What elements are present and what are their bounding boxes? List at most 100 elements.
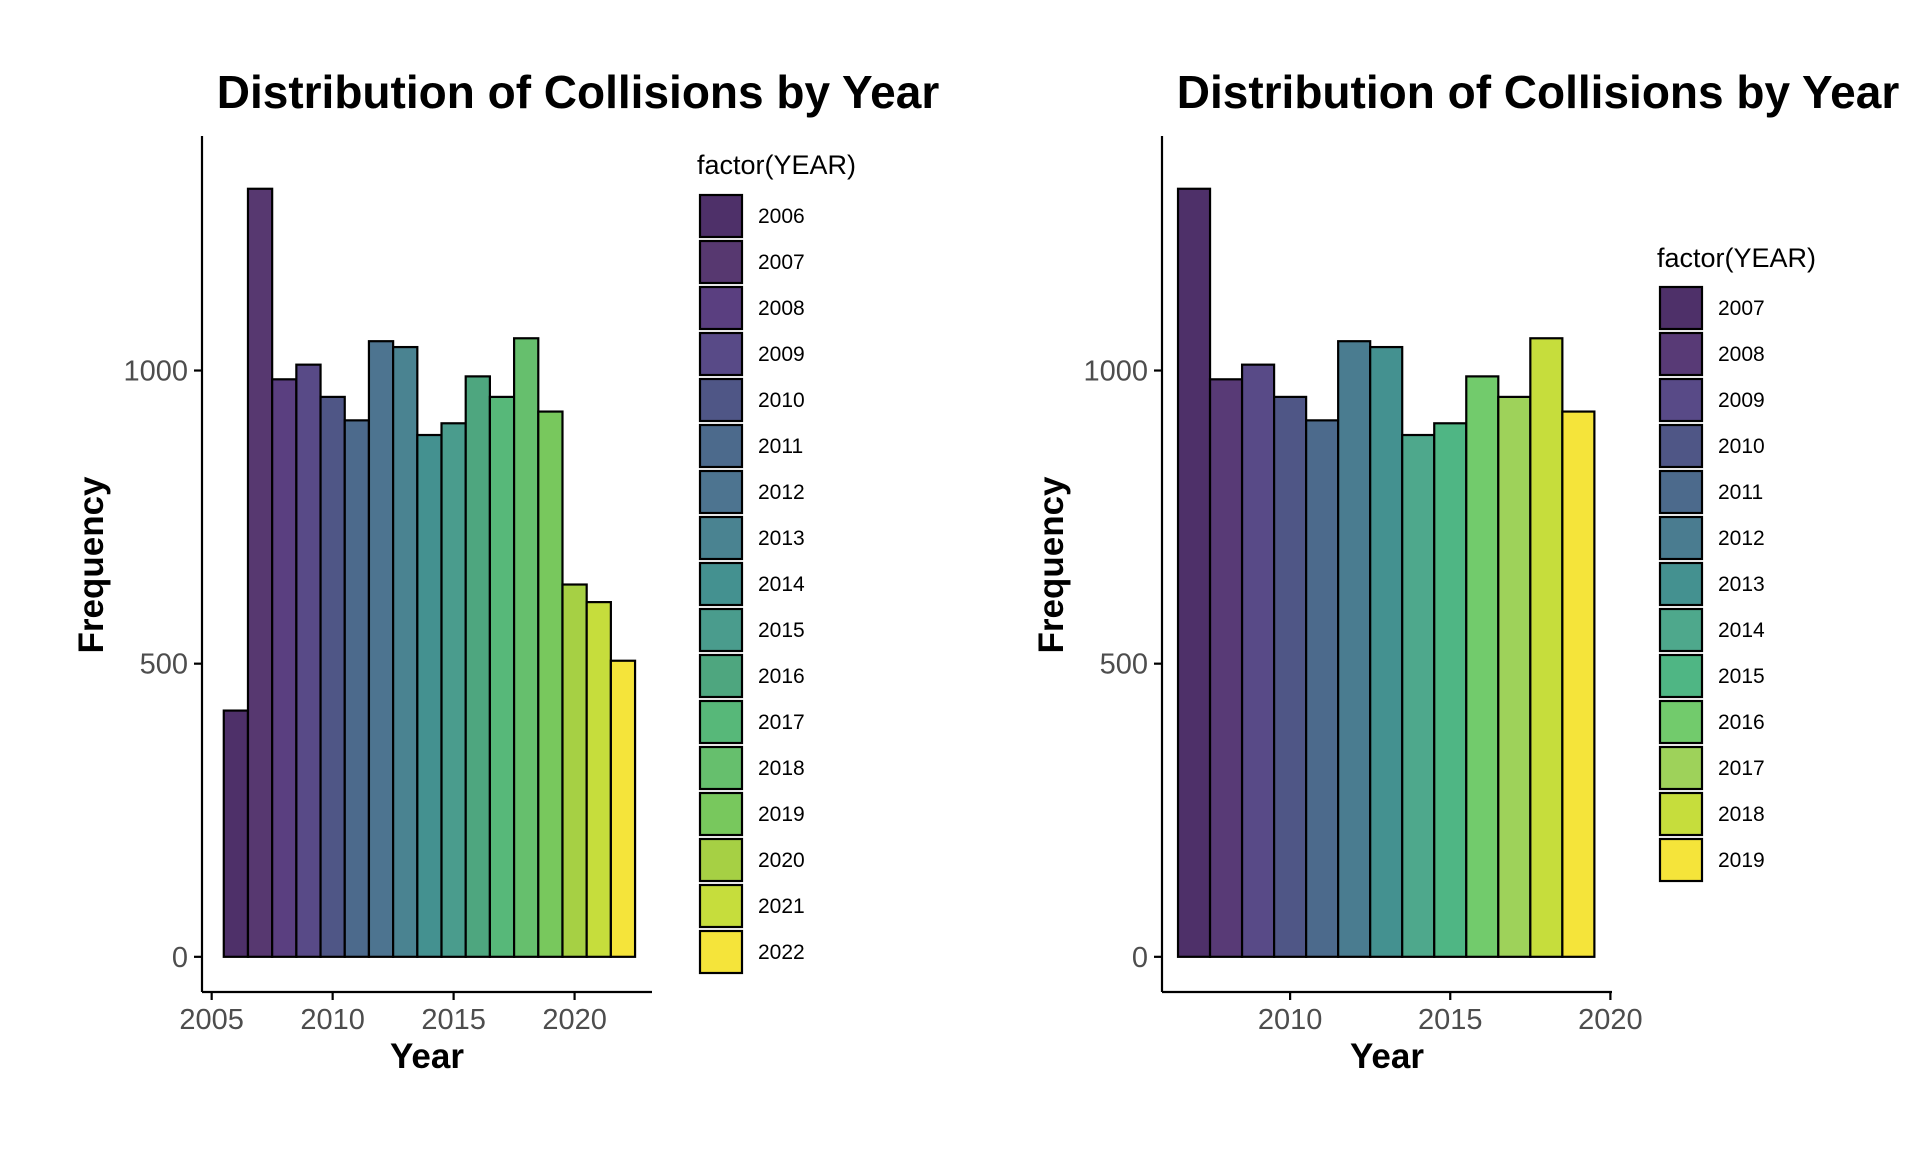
legend-key-2007 xyxy=(698,239,744,285)
y-tick-label: 1000 xyxy=(1083,356,1148,388)
legend-label-2018: 2018 xyxy=(1718,803,1765,826)
bar-2016 xyxy=(1465,375,1500,958)
legend-key-2006 xyxy=(698,193,744,239)
legend-key-2015 xyxy=(1658,653,1704,699)
legend-key-2009 xyxy=(1658,377,1704,423)
legend-label-2006: 2006 xyxy=(758,205,805,228)
x-tick-label: 2020 xyxy=(542,1004,607,1036)
legend-key-2013 xyxy=(698,515,744,561)
legend-key-2018 xyxy=(1658,791,1704,837)
bar-2010 xyxy=(1272,395,1308,958)
chart-title: Distribution of Collisions by Year xyxy=(1177,66,1900,118)
legend-title: factor(YEAR) xyxy=(697,150,856,180)
legend-key-2016 xyxy=(1658,699,1704,745)
bar-2012 xyxy=(367,340,395,958)
legend-label-2016: 2016 xyxy=(758,665,805,688)
chart-panel-1: Distribution of Collisions by Year Frequ… xyxy=(72,66,939,1076)
legend-label-2010: 2010 xyxy=(1718,435,1765,458)
legend-label-2015: 2015 xyxy=(1718,665,1765,688)
legend-key-2018 xyxy=(698,745,744,791)
y-tick-label: 0 xyxy=(1132,942,1148,974)
legend-label-2007: 2007 xyxy=(758,251,805,274)
bar-2008 xyxy=(271,378,298,958)
bar-2011 xyxy=(343,419,371,958)
legend-key-2021 xyxy=(698,883,744,929)
legend-label-2013: 2013 xyxy=(1718,573,1765,596)
legend-key-2008 xyxy=(1658,331,1704,377)
legend-label-2020: 2020 xyxy=(758,849,805,872)
bar-2015 xyxy=(1433,422,1468,958)
chart-title: Distribution of Collisions by Year xyxy=(217,66,940,118)
legend-label-2017: 2017 xyxy=(758,711,805,734)
bar-2022 xyxy=(609,659,637,958)
legend-label-2007: 2007 xyxy=(1718,297,1765,320)
bar-2009 xyxy=(295,363,322,958)
legend-key-2013 xyxy=(1658,561,1704,607)
legend: 2006 2007 2008 2009 2010 2011 2012 2013 2014 2015… xyxy=(698,193,805,975)
bar-2018 xyxy=(1529,337,1564,958)
legend-label-2016: 2016 xyxy=(1718,711,1765,734)
legend-label-2015: 2015 xyxy=(758,619,805,642)
legend-label-2012: 2012 xyxy=(1718,527,1765,550)
y-axis-title: Frequency xyxy=(1032,476,1071,654)
y-tick-label: 0 xyxy=(172,942,188,974)
bar-2012 xyxy=(1337,340,1372,958)
legend-label-2021: 2021 xyxy=(758,895,805,918)
legend-label-2010: 2010 xyxy=(758,389,805,412)
legend-key-2019 xyxy=(1658,837,1704,883)
bar-2021 xyxy=(585,601,612,958)
y-tick-label: 1000 xyxy=(123,356,188,388)
legend-label-2013: 2013 xyxy=(758,527,805,550)
bars xyxy=(1176,187,1596,958)
x-axis-title: Year xyxy=(1350,1037,1424,1076)
x-tick-label: 2010 xyxy=(1258,1004,1323,1036)
legend-title: factor(YEAR) xyxy=(1657,243,1816,273)
bar-2008 xyxy=(1208,378,1244,958)
legend-key-2020 xyxy=(698,837,744,883)
y-axis-title: Frequency xyxy=(72,476,111,654)
bar-2013 xyxy=(1369,345,1404,958)
legend-label-2019: 2019 xyxy=(758,803,805,826)
legend-label-2014: 2014 xyxy=(758,573,805,596)
legend-key-2010 xyxy=(1658,423,1704,469)
legend-key-2012 xyxy=(698,469,744,515)
x-tick-label: 2010 xyxy=(300,1004,365,1036)
bar-2009 xyxy=(1240,363,1276,958)
bar-2017 xyxy=(488,395,516,958)
bar-2020 xyxy=(561,583,588,958)
bar-2013 xyxy=(392,345,419,958)
y-tick-label: 500 xyxy=(1100,649,1148,681)
x-tick-label: 2015 xyxy=(421,1004,486,1036)
legend-key-2017 xyxy=(698,699,744,745)
axes: 0 500 1000 2005 2010 2015 2020 xyxy=(123,136,652,1036)
bar-2016 xyxy=(464,375,492,958)
legend-label-2008: 2008 xyxy=(1718,343,1765,366)
x-tick-label: 2015 xyxy=(1418,1004,1483,1036)
bar-2017 xyxy=(1497,395,1532,958)
bar-2014 xyxy=(1401,433,1436,958)
legend-key-2014 xyxy=(698,561,744,607)
bar-2019 xyxy=(1561,410,1596,958)
legend-key-2008 xyxy=(698,285,744,331)
legend-label-2011: 2011 xyxy=(758,435,803,458)
legend-key-2017 xyxy=(1658,745,1704,791)
bar-2015 xyxy=(440,422,467,958)
axes: 0 500 1000 2010 2015 2020 xyxy=(1083,136,1643,1036)
bar-2018 xyxy=(512,337,540,958)
legend-key-2011 xyxy=(698,423,744,469)
bar-2006 xyxy=(222,709,250,958)
chart-panel-2: Distribution of Collisions by Year Frequ… xyxy=(1032,66,1899,1076)
legend-key-2010 xyxy=(698,377,744,423)
legend-key-2007 xyxy=(1658,285,1704,331)
bar-2007 xyxy=(1176,187,1212,958)
bar-2007 xyxy=(246,187,274,958)
legend-label-2009: 2009 xyxy=(1718,389,1765,412)
legend-key-2009 xyxy=(698,331,744,377)
bar-2010 xyxy=(319,395,346,958)
x-axis-title: Year xyxy=(390,1037,464,1076)
legend-key-2016 xyxy=(698,653,744,699)
y-tick-label: 500 xyxy=(140,649,188,681)
legend-label-2022: 2022 xyxy=(758,941,805,964)
legend-label-2008: 2008 xyxy=(758,297,805,320)
